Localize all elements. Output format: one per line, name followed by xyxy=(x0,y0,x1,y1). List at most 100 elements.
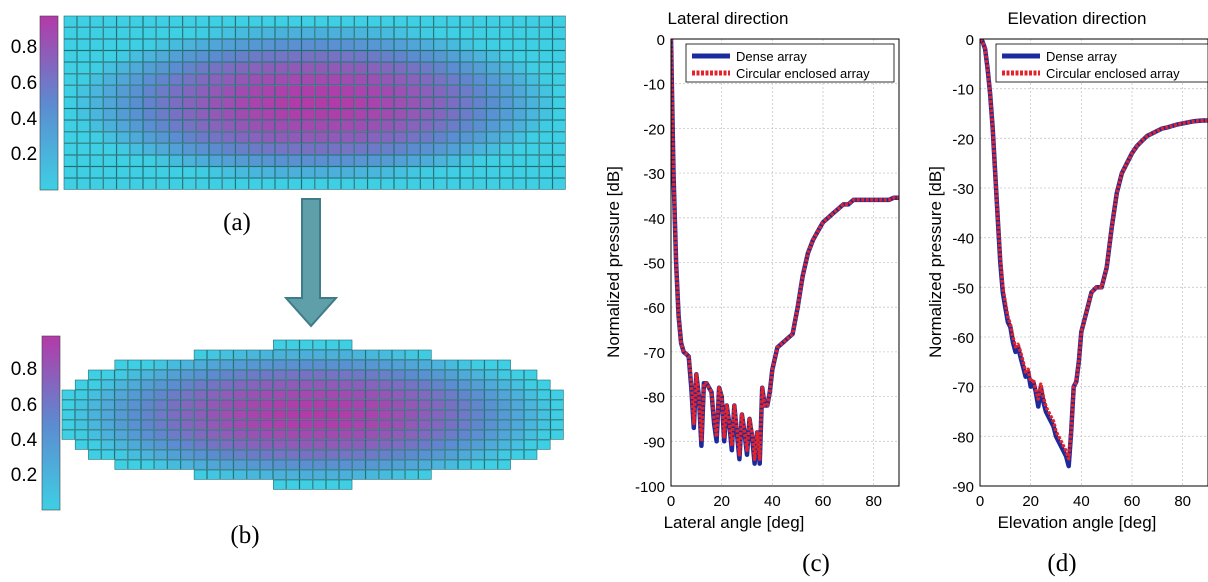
transducer-element xyxy=(407,167,420,178)
transducer-element xyxy=(551,390,564,399)
transducer-element xyxy=(170,51,183,62)
transducer-element xyxy=(368,16,381,27)
transducer-element xyxy=(260,390,273,399)
transducer-element xyxy=(355,167,368,178)
transducer-element xyxy=(328,39,341,50)
transducer-element xyxy=(141,400,154,409)
transducer-element xyxy=(194,460,207,469)
transducer-element xyxy=(315,120,328,131)
transducer-element xyxy=(353,390,366,399)
transducer-element xyxy=(156,16,169,27)
transducer-element xyxy=(77,144,90,155)
transducer-element xyxy=(117,74,130,85)
transducer-element xyxy=(289,167,302,178)
transducer-element xyxy=(421,28,434,39)
transducer-element xyxy=(498,410,511,419)
chart-d-title: Elevation direction xyxy=(1008,9,1147,28)
transducer-element xyxy=(487,167,500,178)
transducer-element xyxy=(379,450,392,459)
transducer-element xyxy=(181,440,194,449)
transducer-element xyxy=(500,109,513,120)
transducer-element xyxy=(143,97,156,108)
y-tick-label: -20 xyxy=(643,121,665,138)
transducer-element xyxy=(326,340,339,349)
transducer-element xyxy=(394,178,407,189)
transducer-element xyxy=(540,167,553,178)
transducer-element xyxy=(275,144,288,155)
transducer-element xyxy=(77,86,90,97)
transducer-element xyxy=(209,28,222,39)
transducer-element xyxy=(328,74,341,85)
transducer-element xyxy=(500,28,513,39)
transducer-element xyxy=(181,390,194,399)
transducer-element xyxy=(458,430,471,439)
transducer-element xyxy=(247,460,260,469)
transducer-element xyxy=(170,167,183,178)
transducer-element xyxy=(513,109,526,120)
transducer-element xyxy=(487,74,500,85)
transducer-element xyxy=(419,420,432,429)
transducer-element xyxy=(236,109,249,120)
transducer-element xyxy=(194,390,207,399)
transducer-element xyxy=(487,86,500,97)
transducer-element xyxy=(553,132,566,143)
transducer-element xyxy=(181,420,194,429)
transducer-element xyxy=(183,39,196,50)
transducer-element xyxy=(379,370,392,379)
transducer-element xyxy=(313,470,326,479)
transducer-element xyxy=(223,74,236,85)
transducer-element xyxy=(128,440,141,449)
transducer-element xyxy=(207,410,220,419)
transducer-element xyxy=(315,86,328,97)
transducer-element xyxy=(421,132,434,143)
transducer-element xyxy=(458,380,471,389)
transducer-element xyxy=(115,370,128,379)
transducer-element xyxy=(273,450,286,459)
transducer-element xyxy=(234,400,247,409)
transducer-element xyxy=(102,420,115,429)
transducer-element xyxy=(247,380,260,389)
transducer-element xyxy=(341,155,354,166)
transducer-element xyxy=(207,470,220,479)
transducer-element xyxy=(368,74,381,85)
transducer-element xyxy=(302,120,315,131)
transducer-element xyxy=(247,470,260,479)
transducer-element xyxy=(115,440,128,449)
transducer-element xyxy=(247,350,260,359)
transducer-element xyxy=(130,62,143,73)
transducer-element xyxy=(181,460,194,469)
transducer-element xyxy=(117,155,130,166)
transducer-element xyxy=(88,390,101,399)
transducer-element xyxy=(128,380,141,389)
transducer-element xyxy=(207,420,220,429)
transducer-element xyxy=(407,62,420,73)
transducer-element xyxy=(434,155,447,166)
transducer-element xyxy=(328,28,341,39)
transducer-element xyxy=(407,86,420,97)
transducer-element xyxy=(540,51,553,62)
transducer-element xyxy=(315,51,328,62)
transducer-element xyxy=(236,28,249,39)
transducer-element xyxy=(353,410,366,419)
transducer-element xyxy=(326,370,339,379)
transducer-element xyxy=(511,440,524,449)
transducer-element xyxy=(156,86,169,97)
transducer-element xyxy=(302,16,315,27)
transducer-element xyxy=(392,420,405,429)
transducer-element xyxy=(247,440,260,449)
transducer-element xyxy=(458,460,471,469)
transducer-element xyxy=(130,74,143,85)
transducer-element xyxy=(209,97,222,108)
transducer-element xyxy=(130,51,143,62)
transducer-element xyxy=(90,167,103,178)
chart-d-ylabel: Normalized pressure [dB] xyxy=(926,166,945,358)
transducer-element xyxy=(249,132,262,143)
transducer-element xyxy=(392,440,405,449)
transducer-element xyxy=(115,460,128,469)
transducer-element xyxy=(141,390,154,399)
transducer-element xyxy=(207,450,220,459)
transducer-element xyxy=(170,120,183,131)
transducer-element xyxy=(287,390,300,399)
transducer-element xyxy=(183,51,196,62)
transducer-element xyxy=(275,62,288,73)
